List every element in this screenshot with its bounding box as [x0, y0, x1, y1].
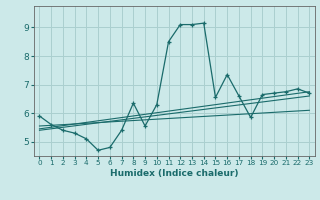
X-axis label: Humidex (Indice chaleur): Humidex (Indice chaleur) [110, 169, 239, 178]
